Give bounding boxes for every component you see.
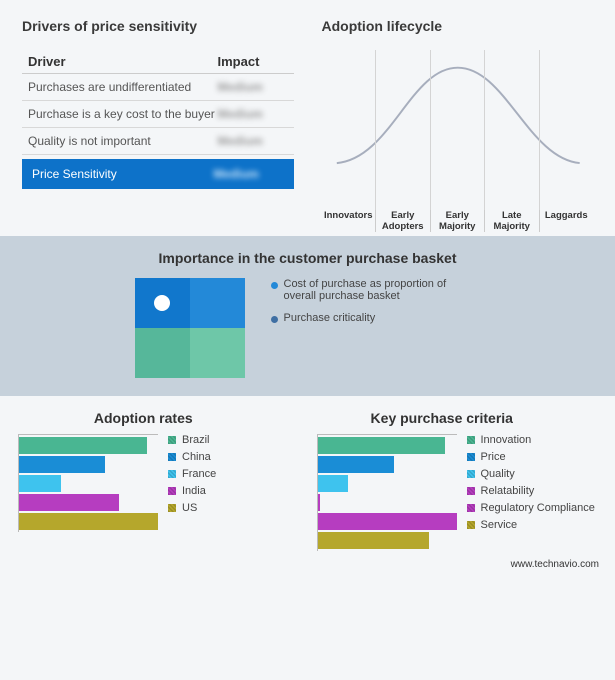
lifecycle-category: Early Majority bbox=[430, 210, 485, 232]
legend-bullet bbox=[271, 282, 278, 289]
legend-item: India bbox=[168, 485, 216, 497]
price-sensitivity-label: Price Sensitivity bbox=[32, 167, 214, 181]
purchase-criteria-bars bbox=[317, 434, 457, 551]
adoption-rates-panel: Adoption rates BrazilChinaFranceIndiaUS bbox=[18, 410, 299, 551]
legend-label: France bbox=[182, 468, 216, 480]
adoption-rates-bars bbox=[18, 434, 158, 532]
quadrant-dot bbox=[154, 295, 170, 311]
legend-item: Innovation bbox=[467, 434, 595, 446]
price-sensitivity-row: Price Sensitivity Medium bbox=[22, 159, 294, 189]
legend-item: Purchase criticality bbox=[271, 312, 481, 324]
drivers-col2: Impact bbox=[218, 54, 288, 69]
legend-label: Purchase criticality bbox=[284, 312, 376, 324]
legend-label: Brazil bbox=[182, 434, 210, 446]
bar bbox=[19, 475, 61, 492]
legend-swatch bbox=[467, 470, 475, 478]
legend-item: US bbox=[168, 502, 216, 514]
lifecycle-panel: Adoption lifecycle InnovatorsEarly Adopt… bbox=[322, 18, 594, 232]
bar bbox=[19, 437, 147, 454]
legend-bullet bbox=[271, 316, 278, 323]
drivers-panel: Drivers of price sensitivity Driver Impa… bbox=[22, 18, 294, 232]
legend-label: Relatability bbox=[481, 485, 535, 497]
drivers-title: Drivers of price sensitivity bbox=[22, 18, 294, 34]
quadrant-cell bbox=[135, 328, 190, 378]
bar bbox=[318, 494, 321, 511]
lifecycle-category: Laggards bbox=[539, 210, 594, 232]
lifecycle-category: Early Adopters bbox=[375, 210, 430, 232]
lifecycle-chart bbox=[322, 50, 594, 210]
legend-label: Regulatory Compliance bbox=[481, 502, 595, 514]
bar bbox=[318, 437, 446, 454]
importance-title: Importance in the customer purchase bask… bbox=[40, 250, 575, 266]
adoption-rates-legend: Brazil China France India US bbox=[168, 434, 216, 532]
legend-item: Relatability bbox=[467, 485, 595, 497]
legend-item: Regulatory Compliance bbox=[467, 502, 595, 514]
purchase-criteria-panel: Key purchase criteria InnovationPriceQua… bbox=[317, 410, 598, 551]
footer-link: www.technavio.com bbox=[0, 555, 615, 570]
legend-label: US bbox=[182, 502, 197, 514]
legend-swatch bbox=[467, 521, 475, 529]
legend-swatch bbox=[467, 453, 475, 461]
driver-row: Quality is not importantMedium bbox=[22, 128, 294, 155]
quadrant-cell bbox=[190, 328, 245, 378]
legend-item: Brazil bbox=[168, 434, 216, 446]
legend-label: Cost of purchase as proportion of overal… bbox=[284, 278, 481, 302]
drivers-table-header: Driver Impact bbox=[22, 50, 294, 74]
driver-label: Purchases are undifferentiated bbox=[28, 80, 218, 94]
price-sensitivity-impact: Medium bbox=[214, 167, 284, 181]
importance-legend: Cost of purchase as proportion of overal… bbox=[271, 278, 481, 334]
bar bbox=[19, 456, 105, 473]
legend-item: Quality bbox=[467, 468, 595, 480]
bar bbox=[318, 532, 429, 549]
legend-item: France bbox=[168, 468, 216, 480]
quadrant-cell bbox=[190, 278, 245, 328]
driver-row: Purchase is a key cost to the buyerMediu… bbox=[22, 101, 294, 128]
legend-item: Cost of purchase as proportion of overal… bbox=[271, 278, 481, 302]
legend-swatch bbox=[467, 504, 475, 512]
bar bbox=[318, 513, 457, 530]
adoption-rates-title: Adoption rates bbox=[0, 410, 299, 426]
quadrant-cell bbox=[135, 278, 190, 328]
driver-label: Purchase is a key cost to the buyer bbox=[28, 107, 218, 121]
lifecycle-category: Innovators bbox=[322, 210, 376, 232]
importance-section: Importance in the customer purchase bask… bbox=[0, 236, 615, 396]
legend-swatch bbox=[467, 436, 475, 444]
legend-swatch bbox=[168, 453, 176, 461]
bar bbox=[19, 513, 158, 530]
top-row: Drivers of price sensitivity Driver Impa… bbox=[0, 0, 615, 236]
lifecycle-category: Late Majority bbox=[484, 210, 539, 232]
legend-label: China bbox=[182, 451, 211, 463]
legend-swatch bbox=[467, 487, 475, 495]
lifecycle-title: Adoption lifecycle bbox=[322, 18, 594, 34]
legend-item: Price bbox=[467, 451, 595, 463]
legend-label: Price bbox=[481, 451, 506, 463]
legend-item: China bbox=[168, 451, 216, 463]
driver-impact: Medium bbox=[218, 107, 288, 121]
driver-impact: Medium bbox=[218, 80, 288, 94]
legend-swatch bbox=[168, 487, 176, 495]
legend-label: Service bbox=[481, 519, 518, 531]
drivers-col1: Driver bbox=[28, 54, 218, 69]
purchase-criteria-legend: Innovation Price Quality Relatability Regula… bbox=[467, 434, 595, 551]
legend-swatch bbox=[168, 470, 176, 478]
driver-row: Purchases are undifferentiatedMedium bbox=[22, 74, 294, 101]
driver-impact: Medium bbox=[218, 134, 288, 148]
legend-label: India bbox=[182, 485, 206, 497]
bar bbox=[318, 475, 349, 492]
purchase-criteria-title: Key purchase criteria bbox=[287, 410, 598, 426]
legend-swatch bbox=[168, 504, 176, 512]
lifecycle-labels: InnovatorsEarly AdoptersEarly MajorityLa… bbox=[322, 210, 594, 232]
bar bbox=[318, 456, 394, 473]
legend-label: Quality bbox=[481, 468, 515, 480]
legend-item: Service bbox=[467, 519, 595, 531]
legend-label: Innovation bbox=[481, 434, 532, 446]
legend-swatch bbox=[168, 436, 176, 444]
importance-quadrant bbox=[135, 278, 245, 378]
driver-label: Quality is not important bbox=[28, 134, 218, 148]
bar bbox=[19, 494, 119, 511]
bottom-row: Adoption rates BrazilChinaFranceIndiaUS … bbox=[0, 396, 615, 555]
